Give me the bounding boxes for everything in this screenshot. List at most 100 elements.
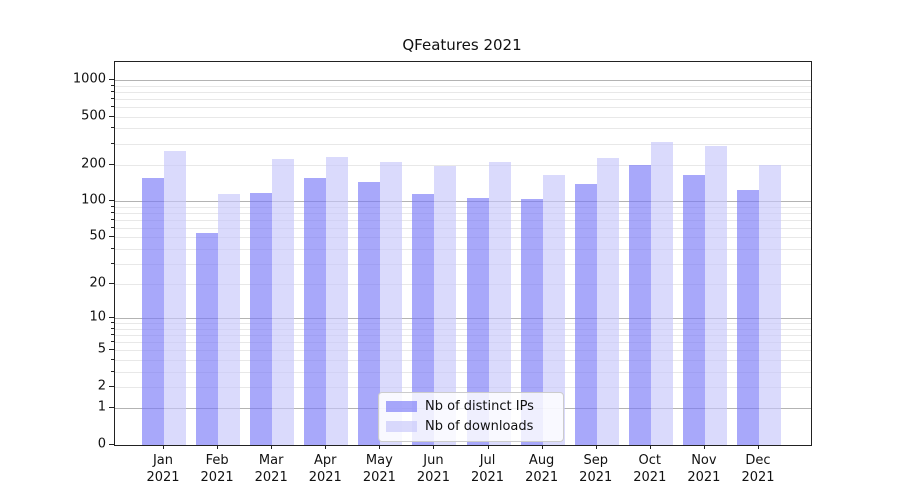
x-tick-label-aug: Aug 2021 (525, 453, 559, 485)
x-tick-mark (433, 445, 435, 449)
y-tick-mark (109, 79, 114, 81)
y-minor-tick-mark (111, 127, 114, 129)
bar-downloads-jun (434, 165, 457, 445)
x-tick-label-dec: Dec 2021 (741, 453, 775, 485)
bar-distinct-ips-oct (628, 165, 651, 445)
y-tick-label: 100 (81, 192, 106, 208)
bar-downloads-nov (704, 145, 727, 445)
y-tick-label: 500 (81, 108, 106, 124)
minor-gridline (115, 323, 811, 325)
chart-title: QFeatures 2021 (402, 36, 522, 54)
minor-gridline (115, 350, 811, 352)
bar-downloads-oct (650, 141, 673, 445)
y-minor-tick-mark (111, 211, 114, 213)
minor-gridline (115, 219, 811, 221)
major-gridline (115, 80, 811, 82)
bar-distinct-ips-aug (520, 199, 543, 445)
x-tick-mark (271, 445, 273, 449)
x-tick-label-jul: Jul 2021 (470, 453, 505, 485)
y-tick-label: 2 (97, 378, 106, 394)
x-tick-mark (757, 445, 759, 449)
major-gridline (115, 318, 811, 320)
x-tick-mark (487, 445, 489, 449)
y-minor-tick-mark (111, 322, 114, 324)
y-minor-tick-mark (111, 142, 114, 144)
bar-downloads-may (380, 161, 403, 445)
y-tick-label: 10 (89, 309, 106, 325)
y-minor-tick-mark (111, 163, 114, 165)
minor-gridline (115, 212, 811, 214)
y-minor-tick-mark (111, 385, 114, 387)
minor-gridline (115, 128, 811, 130)
legend-swatch-downloads (386, 421, 417, 432)
y-tick-mark (109, 444, 114, 445)
minor-gridline (115, 386, 811, 388)
x-tick-mark (325, 445, 327, 449)
y-minor-tick-mark (111, 205, 114, 207)
legend-label-distinct-ips: Nb of distinct IPs (425, 399, 534, 414)
minor-gridline (115, 143, 811, 145)
y-minor-tick-mark (111, 262, 114, 264)
minor-gridline (115, 164, 811, 166)
minor-gridline (115, 227, 811, 229)
y-tick-mark (109, 317, 114, 319)
x-tick-mark (379, 445, 381, 449)
y-minor-tick-mark (111, 90, 114, 92)
x-tick-label-oct: Oct 2021 (633, 453, 667, 485)
y-minor-tick-mark (111, 226, 114, 228)
minor-gridline (115, 206, 811, 208)
minor-gridline (115, 335, 811, 337)
minor-gridline (115, 359, 811, 361)
minor-gridline (115, 263, 811, 265)
bar-distinct-ips-apr (304, 178, 327, 445)
major-gridline (115, 201, 811, 203)
bar-downloads-jul (488, 162, 511, 445)
bar-distinct-ips-dec (736, 189, 759, 445)
bar-distinct-ips-jan (142, 177, 164, 445)
minor-gridline (115, 248, 811, 250)
minor-gridline (115, 91, 811, 93)
legend-label-downloads: Nb of downloads (425, 419, 534, 434)
x-tick-label-apr: Apr 2021 (308, 453, 342, 485)
y-minor-tick-mark (111, 115, 114, 117)
minor-gridline (115, 342, 811, 344)
minor-gridline (115, 237, 811, 239)
x-tick-mark (541, 445, 543, 449)
y-tick-label: 20 (89, 275, 106, 291)
minor-gridline (115, 106, 811, 108)
y-minor-tick-mark (111, 97, 114, 99)
x-tick-label-jan: Jan 2021 (146, 453, 180, 485)
minor-gridline (115, 98, 811, 100)
bar-downloads-mar (272, 159, 295, 445)
minor-gridline (115, 116, 811, 118)
x-tick-mark (649, 445, 651, 449)
y-tick-label: 1 (97, 399, 106, 415)
bar-downloads-jan (164, 150, 186, 445)
x-tick-mark (595, 445, 597, 449)
x-tick-label-nov: Nov 2021 (687, 453, 721, 485)
bar-distinct-ips-feb (196, 233, 219, 445)
minor-gridline (115, 85, 811, 87)
minor-gridline (115, 328, 811, 330)
bar-distinct-ips-jun (412, 194, 435, 445)
minor-gridline (115, 284, 811, 286)
y-tick-label: 0 (97, 436, 106, 452)
minor-gridline (115, 371, 811, 373)
x-tick-label-sep: Sep 2021 (579, 453, 613, 485)
bar-downloads-feb (218, 193, 241, 445)
y-minor-tick-mark (111, 247, 114, 249)
y-tick-label: 200 (81, 156, 106, 172)
x-tick-mark (217, 445, 219, 449)
plot-area (114, 61, 812, 446)
y-minor-tick-mark (111, 283, 114, 285)
bar-downloads-aug (542, 174, 565, 445)
y-minor-tick-mark (111, 341, 114, 343)
legend-item-distinct-ips: Nb of distinct IPs (379, 399, 563, 414)
legend: Nb of distinct IPs Nb of downloads (378, 392, 564, 442)
bar-downloads-apr (326, 157, 349, 445)
x-tick-label-mar: Mar 2021 (254, 453, 288, 485)
bar-distinct-ips-mar (250, 192, 273, 445)
y-minor-tick-mark (111, 334, 114, 336)
x-tick-mark (163, 445, 164, 449)
